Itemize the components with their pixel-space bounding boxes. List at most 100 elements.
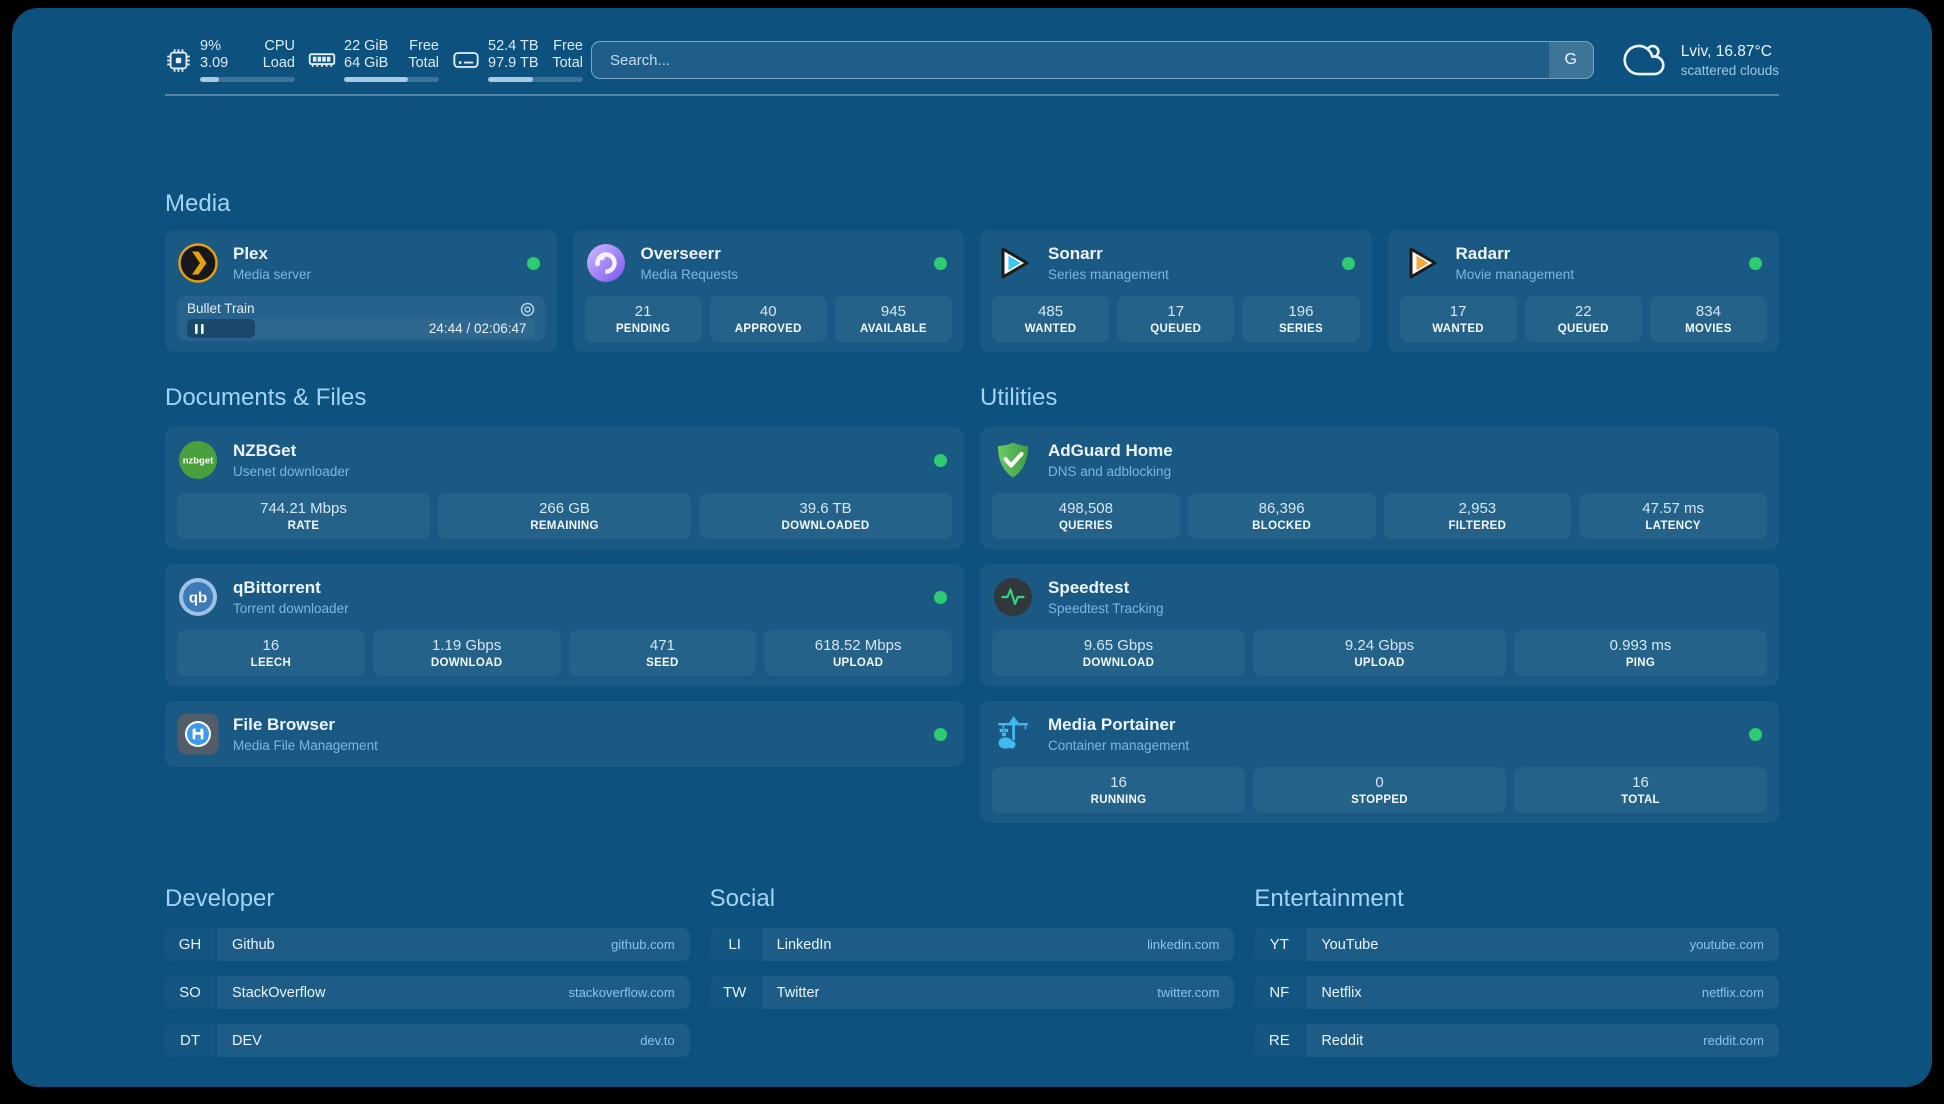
session-view-icon[interactable]: [520, 302, 535, 317]
stat-approved: 40 APPROVED: [709, 296, 827, 342]
bookmark-domain: stackoverflow.com: [568, 985, 675, 1000]
adguard-header[interactable]: AdGuard Home DNS and adblocking: [992, 439, 1767, 481]
stat-wanted: 485 WANTED: [992, 296, 1110, 342]
stat-available: 945 AVAILABLE: [834, 296, 953, 342]
section-title-social: Social: [709, 885, 776, 912]
bookmark-stackoverflow[interactable]: SO StackOverflow stackoverflow.com: [165, 976, 690, 1009]
stat-rate: 744.21 Mbps RATE: [177, 493, 430, 539]
stat-filtered: 2,953 FILTERED: [1383, 493, 1572, 539]
bookmark-abbr: NF: [1254, 976, 1304, 1009]
disk-total-value: 97.9 TB: [488, 55, 539, 71]
status-dot: [1341, 256, 1355, 270]
search-box: G: [591, 41, 1594, 79]
bookmark-name: Reddit: [1321, 1032, 1364, 1049]
cpu-progress-bar: [200, 77, 295, 82]
stat-pending: 21 PENDING: [584, 296, 702, 342]
nzbget-header[interactable]: nzbget NZBGet Usenet downloader: [177, 439, 952, 481]
sonarr-icon: [1001, 247, 1029, 279]
section-title-developer: Developer: [165, 885, 275, 912]
bookmark-name: Github: [232, 936, 275, 953]
header-divider: [165, 94, 1779, 96]
svg-text:qb: qb: [189, 590, 207, 607]
bookmark-dev[interactable]: DT DEV dev.to: [165, 1024, 690, 1057]
stat-stopped: 0 STOPPED: [1253, 767, 1506, 813]
bookmark-domain: twitter.com: [1157, 985, 1220, 1000]
bookmark-abbr: LI: [710, 928, 760, 961]
app-subtitle: Series management: [1048, 267, 1169, 282]
svg-text:nzbget: nzbget: [183, 456, 214, 467]
bookmark-netflix[interactable]: NF Netflix netflix.com: [1254, 976, 1779, 1009]
app-name: Sonarr: [1048, 244, 1103, 263]
radarr-icon: [1409, 247, 1436, 279]
bookmark-twitter[interactable]: TW Twitter twitter.com: [710, 976, 1235, 1009]
qbittorrent-header[interactable]: qb qBittorrent Torrent downloader: [177, 576, 952, 618]
bookmark-reddit[interactable]: RE Reddit reddit.com: [1254, 1024, 1779, 1057]
app-subtitle: Movie management: [1455, 267, 1575, 282]
stat-queued: 22 QUEUED: [1524, 296, 1642, 342]
overseerr-header[interactable]: Overseerr Media Requests: [585, 242, 953, 284]
now-playing-title: Bullet Train: [187, 301, 255, 316]
weather-location: Lviv, 16.87°C: [1680, 42, 1772, 60]
app-name: Speedtest: [1048, 578, 1130, 597]
filebrowser-icon: [177, 713, 219, 755]
stat-ping: 0.993 ms PING: [1514, 630, 1767, 676]
stat-series: 196 SERIES: [1242, 296, 1360, 342]
portainer-header[interactable]: Media Portainer Container management: [992, 713, 1767, 755]
stat-running: 16 RUNNING: [992, 767, 1245, 813]
disk-progress-bar: [488, 77, 583, 82]
stat-queued: 17 QUEUED: [1117, 296, 1235, 342]
search-input[interactable]: [592, 42, 1549, 78]
app-name: qBittorrent: [233, 578, 321, 597]
bookmark-youtube[interactable]: YT YouTube youtube.com: [1254, 928, 1779, 961]
disk-free-label: Free: [553, 38, 583, 54]
playback-progress: 24:44 / 02:06:47: [187, 319, 535, 338]
bookmark-name: DEV: [232, 1032, 262, 1049]
stat-queries: 498,508 QUERIES: [992, 493, 1180, 539]
bookmark-github[interactable]: GH Github github.com: [165, 928, 690, 961]
bookmark-name: Netflix: [1321, 984, 1362, 1001]
bookmark-domain: linkedin.com: [1147, 937, 1220, 952]
plex-header[interactable]: Plex Media server: [177, 242, 545, 284]
bookmark-name: LinkedIn: [776, 936, 832, 953]
memory-progress-bar: [344, 77, 439, 82]
speedtest-header[interactable]: Speedtest Speedtest Tracking: [992, 576, 1767, 618]
bookmark-name: YouTube: [1321, 936, 1379, 953]
bookmark-domain: reddit.com: [1703, 1033, 1764, 1048]
search-provider-button[interactable]: G: [1548, 42, 1593, 78]
resource-monitors: 9% CPU 3.09 Load 22 GiB Free 64 GiB Total: [165, 38, 583, 82]
sonarr-header[interactable]: Sonarr Series management: [992, 242, 1360, 284]
nzbget-icon: nzbget: [179, 441, 217, 479]
bookmark-linkedin[interactable]: LI LinkedIn linkedin.com: [710, 928, 1235, 961]
disk-free-value: 52.4 TB: [488, 38, 539, 54]
bookmark-domain: netflix.com: [1701, 985, 1764, 1000]
bookmark-abbr: RE: [1254, 1024, 1304, 1057]
status-dot: [934, 590, 947, 604]
bookmark-abbr: YT: [1254, 928, 1304, 961]
plex-icon: [178, 243, 218, 283]
bookmarks-entertainment: Entertainment YT YouTube youtube.com NF N…: [1254, 885, 1779, 1057]
app-subtitle: DNS and adblocking: [1048, 464, 1172, 479]
app-name: AdGuard Home: [1048, 441, 1173, 460]
cpu-load-label: Load: [262, 55, 295, 71]
bookmark-domain: github.com: [611, 937, 675, 952]
disk-icon: [453, 52, 479, 68]
stat-download: 9.65 Gbps DOWNLOAD: [992, 630, 1245, 676]
radarr-header[interactable]: Radarr Movie management: [1400, 242, 1768, 284]
status-dot: [1749, 727, 1762, 741]
app-subtitle: Media server: [233, 267, 312, 282]
adguard-icon: [998, 442, 1028, 478]
disk-monitor: 52.4 TB Free 97.9 TB Total: [452, 38, 583, 82]
app-name: Radarr: [1455, 244, 1511, 263]
status-dot: [1749, 256, 1762, 270]
qbittorrent-card: qb qBittorrent Torrent downloader 16 LEEC…: [165, 564, 964, 686]
stat-blocked: 86,396 BLOCKED: [1187, 493, 1376, 539]
now-playing-block: Bullet Train 24:44 / 02:06:47: [177, 296, 545, 341]
stat-upload: 618.52 Mbps UPLOAD: [764, 630, 952, 676]
weather-widget: Lviv, 16.87°C scattered clouds: [1620, 39, 1779, 81]
status-dot: [934, 453, 947, 467]
stat-seed: 471 SEED: [568, 630, 757, 676]
bookmark-name: Twitter: [776, 984, 820, 1001]
filebrowser-header[interactable]: File Browser Media File Management: [177, 713, 952, 755]
cpu-icon: [167, 48, 190, 72]
cloud-icon: [1623, 44, 1665, 76]
